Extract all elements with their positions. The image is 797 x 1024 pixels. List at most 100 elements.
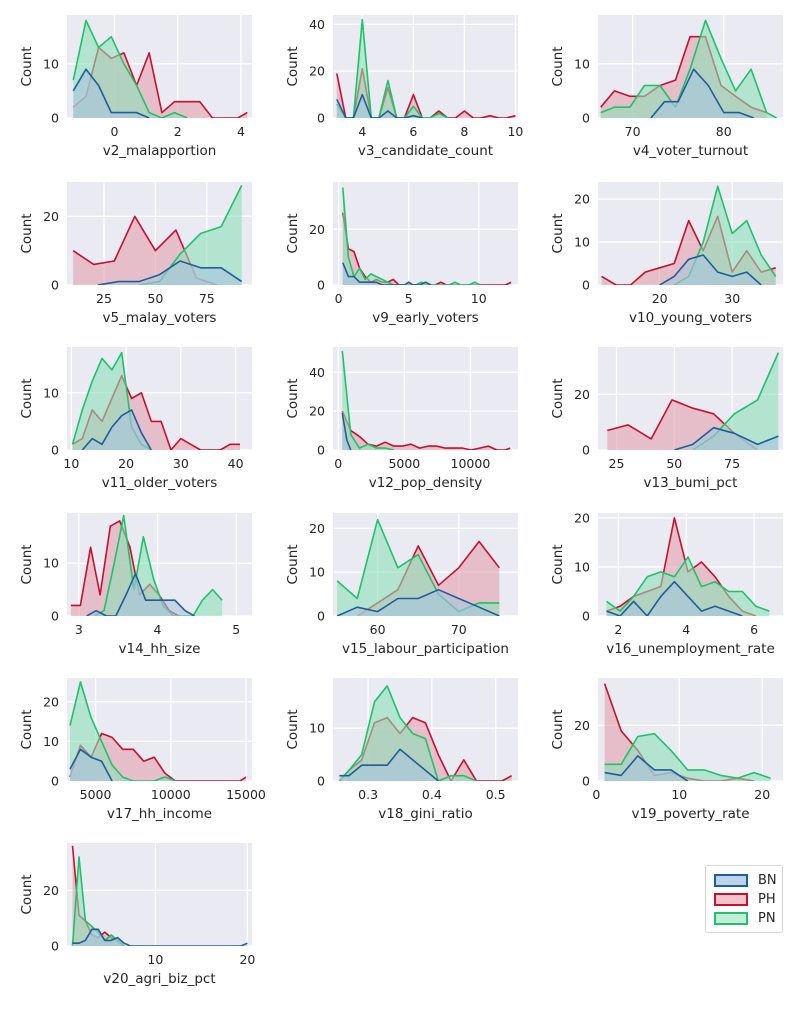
y-tick-label: 0 [582, 443, 590, 458]
x-tick-label: 60 [370, 622, 386, 637]
legend-item-ph: PH [714, 890, 776, 908]
series-line-bn [86, 572, 195, 616]
subplot-v20_agri_biz_pct: 10 20 0 20 v20_agri_biz_pct Count [19, 843, 255, 987]
x-tick-label: 50 [147, 291, 163, 306]
x-tick-label: 0.3 [358, 787, 378, 802]
x-tick-label: 10000 [451, 456, 491, 471]
area-fill-bn [342, 262, 432, 285]
y-tick-label: 10 [43, 56, 59, 71]
y-axis-label: Count [550, 709, 566, 749]
series-line-bn [81, 409, 152, 450]
y-tick-label: 0 [51, 939, 59, 954]
subplot-v14_hh_size: 3 4 5 0 10 v14_hh_size Count [19, 513, 252, 657]
area-fill-pn [692, 352, 779, 450]
y-tick-label: 0 [582, 609, 590, 624]
series-line-bn [69, 748, 113, 781]
x-axis-label: v13_bumi_pct [644, 475, 738, 491]
legend-item-bn: BN [714, 871, 777, 889]
y-axis-label: Count [19, 709, 35, 749]
x-tick-label: 70 [625, 124, 641, 139]
legend: BN PH PN [705, 865, 783, 933]
series-line-pn [604, 732, 771, 779]
subplot-v18_gini_ratio: 0.3 0.4 0.5 0 10 v18_gini_ratio Count [285, 678, 518, 822]
x-tick-label: 10 [471, 291, 487, 306]
series-line-pn [600, 19, 777, 118]
y-tick-label: 20 [43, 883, 59, 898]
x-tick-label: 5 [232, 622, 240, 637]
y-tick-label: 10 [574, 235, 590, 250]
y-tick-label: 0 [317, 278, 325, 293]
series-line-bn [606, 580, 743, 616]
x-tick-label: 0 [334, 456, 342, 471]
y-tick-label: 10 [43, 385, 59, 400]
x-tick-label: 8 [460, 124, 468, 139]
subplot-v19_poverty_rate: 0 10 20 0 20 v19_poverty_rate Count [550, 678, 783, 822]
subplot-v4_voter_turnout: 70 80 0 10 v4_voter_turnout Count [550, 15, 783, 159]
y-tick-label: 20 [574, 387, 590, 402]
y-tick-label: 0 [582, 774, 590, 789]
y-axis-label: Count [19, 874, 35, 914]
x-tick-label: 25 [96, 291, 112, 306]
area-fill-ph [601, 216, 776, 285]
x-tick-label: 20 [652, 291, 668, 306]
series-line-bn [97, 260, 243, 285]
legend-swatch-ph [714, 892, 748, 906]
x-tick-label: 0 [335, 291, 343, 306]
x-tick-label: 75 [724, 456, 740, 471]
area-fill-bn [342, 413, 351, 450]
area-fill-pn [337, 519, 500, 616]
y-tick-label: 0 [582, 278, 590, 293]
legend-label-pn: PN [758, 910, 776, 926]
x-tick-label: 10 [507, 124, 523, 139]
y-tick-label: 10 [574, 56, 590, 71]
x-tick-label: 40 [228, 456, 244, 471]
y-tick-label: 40 [309, 365, 325, 380]
series-line-bn [650, 68, 755, 118]
y-tick-label: 20 [574, 510, 590, 525]
legend-label-ph: PH [758, 891, 776, 907]
x-tick-label: 10 [147, 952, 163, 967]
y-tick-label: 20 [309, 64, 325, 79]
subplot-v10_young_voters: 20 30 0 10 20 v10_young_voters Count [550, 182, 783, 326]
x-tick-label: 10000 [151, 787, 191, 802]
x-tick-label: 4 [682, 622, 690, 637]
y-tick-label: 0 [317, 609, 325, 624]
area-fill-bn [82, 409, 152, 450]
series-line-pn [72, 19, 188, 118]
area-fill-bn [336, 94, 423, 118]
y-tick-label: 20 [309, 521, 325, 536]
area-fill-pn [138, 185, 242, 285]
y-tick-label: 10 [43, 556, 59, 571]
x-tick-label: 2 [174, 124, 182, 139]
y-axis-label: Count [550, 378, 566, 418]
y-tick-label: 0 [51, 609, 59, 624]
x-tick-label: 75 [199, 291, 215, 306]
x-axis-label: v14_hh_size [119, 641, 201, 657]
y-axis-label: Count [550, 544, 566, 584]
area-fill-bn [604, 755, 688, 781]
x-axis-label: v19_poverty_rate [631, 806, 749, 822]
x-tick-label: 80 [716, 124, 732, 139]
x-axis-label: v9_early_voters [372, 310, 478, 326]
y-tick-label: 0 [317, 774, 325, 789]
y-tick-label: 0 [317, 443, 325, 458]
area-fill-bn [674, 427, 779, 450]
y-axis-label: Count [19, 213, 35, 253]
series-line-bn [72, 928, 248, 946]
x-tick-label: 3 [75, 622, 83, 637]
x-tick-label: 15000 [226, 787, 266, 802]
y-axis-label: Count [285, 378, 301, 418]
subplot-v3_candidate_count: 4 6 8 10 0 20 40 v3_candidate_count Count [285, 15, 523, 159]
x-tick-label: 6 [409, 124, 417, 139]
x-tick-label: 0.5 [486, 787, 506, 802]
legend-item-pn: PN [714, 909, 776, 927]
x-tick-label: 0 [110, 124, 118, 139]
area-fill-pn [70, 682, 176, 781]
subplot-v9_early_voters: 0 5 10 0 20 v9_early_voters Count [285, 182, 518, 326]
x-tick-label: 50 [666, 456, 682, 471]
subplot-v16_unemployment_rate: 2 4 6 0 10 20 v16_unemployment_rate Count [550, 510, 783, 657]
area-fill-bn [650, 69, 754, 118]
x-tick-label: 2 [614, 622, 622, 637]
series-line-pn [338, 685, 477, 781]
y-tick-label: 0 [51, 443, 59, 458]
